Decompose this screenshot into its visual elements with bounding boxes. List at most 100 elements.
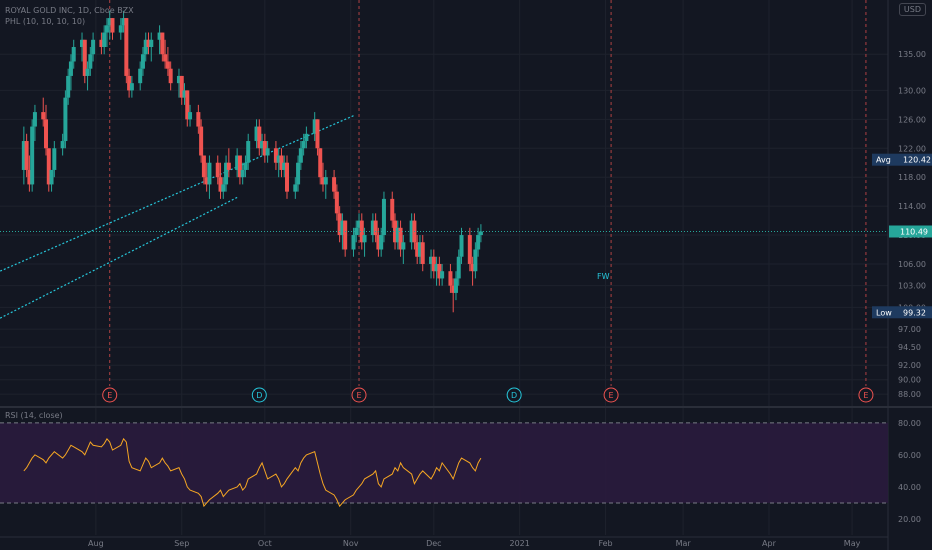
candle-body (199, 126, 204, 156)
candle-body (293, 184, 298, 192)
price-label-value: 120.42 (903, 156, 931, 165)
candle-body (160, 32, 165, 55)
candle-body (224, 162, 229, 185)
x-tick-label: Oct (258, 539, 272, 548)
candle-body (85, 68, 90, 76)
candle-body (323, 177, 328, 185)
candle-body (226, 162, 231, 170)
candle-body (370, 220, 375, 236)
candle-body (376, 235, 381, 250)
y-tick-label: 94.50 (898, 343, 921, 352)
candle-body (476, 235, 481, 250)
rsi-tick-label: 60.00 (898, 451, 921, 460)
candle-body (24, 141, 29, 170)
candle-body (434, 263, 439, 272)
last-price-value: 110.49 (900, 228, 928, 237)
rsi-band-fill (0, 422, 888, 503)
candle-body (32, 112, 37, 127)
x-tick-label: Mar (676, 539, 692, 548)
candle-body (453, 278, 458, 293)
candle-body (398, 227, 403, 250)
y-tick-label: 103.00 (898, 282, 926, 291)
candle-body (315, 119, 320, 149)
candle-body (102, 32, 107, 48)
event-marker-label: D (256, 391, 262, 400)
currency-button[interactable]: USD (898, 3, 926, 16)
last-price-box (889, 225, 932, 238)
candle-body (395, 227, 400, 243)
candle-body (393, 220, 398, 243)
candle-body (99, 39, 104, 48)
candle-body (340, 220, 345, 236)
candle-body (188, 112, 193, 120)
candle-body (140, 54, 145, 69)
rsi-title: RSI (14, close) (5, 411, 63, 420)
candle-body (282, 162, 287, 170)
candle-body (321, 177, 326, 185)
candle-body (301, 141, 306, 149)
candle-body (124, 18, 129, 76)
y-tick-label: 88.00 (898, 390, 921, 399)
candle-body (21, 141, 26, 170)
candles[interactable] (21, 10, 483, 313)
candle-body (110, 18, 115, 33)
candle-body (143, 39, 148, 55)
rsi-tick-label: 20.00 (898, 515, 921, 524)
candle-body (163, 54, 168, 62)
y-tick-label: 126.00 (898, 115, 926, 124)
candle-body (467, 235, 472, 264)
chart-title: ROYAL GOLD INC, 1D, Cboe BZX (5, 6, 134, 15)
candle-body (243, 162, 248, 170)
candle-body (168, 68, 173, 84)
candle-body (304, 133, 309, 142)
candle-body (318, 148, 323, 178)
candle-body (285, 162, 289, 192)
candle-body (88, 54, 93, 69)
candle-body (260, 141, 265, 149)
candle-body (165, 61, 170, 69)
event-marker (858, 387, 874, 403)
candle-body (182, 90, 187, 98)
candle-body (254, 126, 259, 142)
candle-body (104, 25, 109, 33)
candle-body (157, 32, 162, 40)
event-marker (351, 387, 367, 403)
candle-body (60, 141, 65, 149)
wedge-lower-trendline (0, 196, 238, 319)
candle-body (351, 235, 356, 250)
candle-body (431, 256, 436, 272)
candle-body (246, 141, 251, 163)
y-tick-label: 90.00 (898, 376, 921, 385)
candle-body (473, 249, 478, 272)
candle-body (354, 227, 359, 236)
price-label-name: Avg (876, 156, 891, 165)
candle-body (146, 39, 151, 48)
candle-body (359, 220, 364, 243)
candle-body (298, 148, 303, 163)
candle-body (357, 220, 362, 228)
candle-body (179, 75, 184, 98)
candle-body (204, 177, 209, 185)
rsi-band (0, 422, 888, 504)
x-tick-label: Aug (88, 539, 104, 548)
candle-body (417, 242, 422, 257)
candle-body (470, 263, 475, 272)
x-tick-label: 2021 (510, 539, 530, 548)
candle-body (337, 213, 342, 236)
candle-body (138, 68, 143, 84)
y-tick-label: 135.00 (898, 50, 926, 59)
candle-body (240, 169, 245, 178)
trendlines (0, 115, 354, 319)
candle-body (66, 75, 71, 98)
candle-body (276, 155, 281, 163)
event-marker (251, 387, 267, 403)
candle-body (273, 148, 278, 163)
y-tick-label: 122.00 (898, 144, 926, 153)
price-labels: Avg 120.42 110.49 Low 99.32 (0, 153, 932, 319)
candle-body (27, 169, 32, 185)
candle-body (262, 141, 267, 156)
x-tick-label: Feb (598, 539, 612, 548)
candle-body (429, 256, 434, 264)
event-marker (506, 387, 522, 403)
